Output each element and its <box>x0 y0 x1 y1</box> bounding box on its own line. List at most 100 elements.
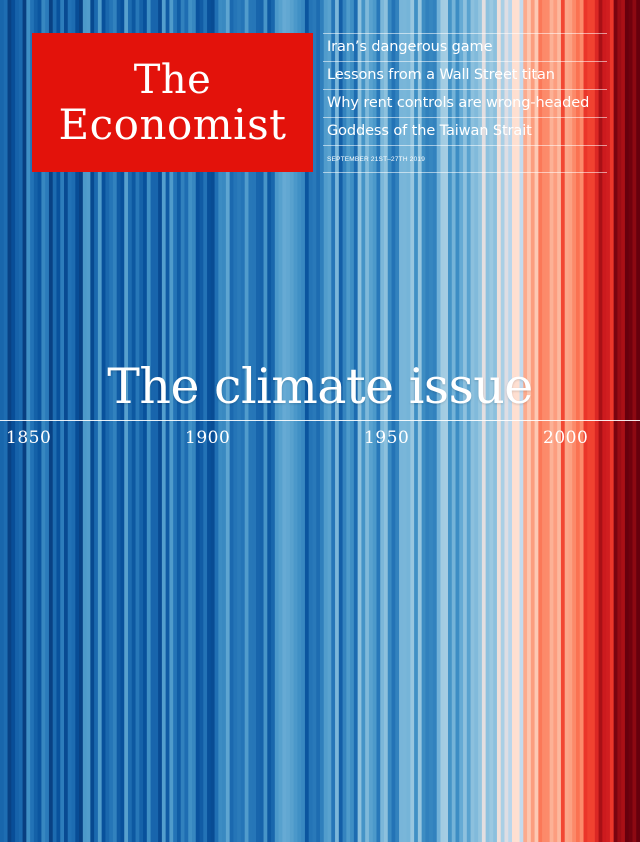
warming-stripe <box>90 0 95 842</box>
warming-stripe <box>357 0 363 842</box>
warming-stripe <box>372 0 378 842</box>
warming-stripe <box>64 0 69 842</box>
warming-stripe <box>455 0 460 842</box>
warming-stripe <box>169 0 174 842</box>
warming-stripe <box>474 0 479 842</box>
warming-stripe <box>380 0 385 842</box>
warming-stripe <box>263 0 268 842</box>
warming-stripe <box>237 0 242 842</box>
warming-stripe <box>587 0 592 842</box>
warming-stripe <box>312 0 317 842</box>
warming-stripe <box>45 0 50 842</box>
warming-stripe <box>395 0 400 842</box>
warming-stripe <box>624 0 630 842</box>
warming-stripe <box>391 0 396 842</box>
warming-stripe <box>500 0 506 842</box>
warming-stripe <box>512 0 517 842</box>
warming-stripe <box>425 0 430 842</box>
divider <box>323 117 607 118</box>
warming-stripe <box>440 0 445 842</box>
warming-stripe <box>7 0 12 842</box>
warming-stripe <box>124 0 129 842</box>
warming-stripe <box>97 0 103 842</box>
warming-stripe <box>530 0 536 842</box>
warming-stripe <box>613 0 619 842</box>
warming-stripe <box>139 0 144 842</box>
warming-stripe <box>527 0 532 842</box>
warming-stripe <box>282 0 287 842</box>
warming-stripe <box>335 0 340 842</box>
warming-stripe <box>26 0 31 842</box>
warming-stripe <box>523 0 528 842</box>
warming-stripe <box>278 0 283 842</box>
warming-stripe <box>75 0 80 842</box>
warming-stripe <box>316 0 321 842</box>
warming-stripe <box>542 0 547 842</box>
warming-stripe <box>67 0 73 842</box>
warming-stripe <box>225 0 231 842</box>
warming-stripe <box>417 0 423 842</box>
warming-stripe <box>173 0 178 842</box>
warming-stripe <box>244 0 250 842</box>
warming-stripe <box>609 0 615 842</box>
warming-stripe <box>564 0 570 842</box>
warming-stripe <box>56 0 61 842</box>
warming-stripe <box>406 0 411 842</box>
headline-iran: Iran’s dangerous game <box>327 39 493 55</box>
warming-stripe <box>176 0 182 842</box>
warming-stripe <box>387 0 393 842</box>
divider <box>323 89 607 90</box>
warming-stripe <box>368 0 374 842</box>
warming-stripe <box>444 0 449 842</box>
issue-date: September 21st–27th 2019 <box>327 156 426 163</box>
warming-stripe <box>414 0 419 842</box>
warming-stripe <box>15 0 20 842</box>
warming-stripe <box>267 0 272 842</box>
cover-headlines: Iran’s dangerous game Lessons from a Wal… <box>323 33 607 173</box>
warming-stripe <box>240 0 246 842</box>
divider <box>323 145 607 146</box>
divider <box>323 61 607 62</box>
warming-stripe <box>493 0 498 842</box>
warming-stripe <box>617 0 622 842</box>
masthead-line-2: Economist <box>58 99 287 149</box>
warming-stripe <box>274 0 280 842</box>
warming-stripe <box>180 0 186 842</box>
warming-stripe <box>192 0 197 842</box>
warming-stripe <box>37 0 43 842</box>
warming-stripe <box>508 0 513 842</box>
warming-stripe <box>0 0 5 842</box>
warming-stripe <box>218 0 223 842</box>
warming-stripe <box>632 0 637 842</box>
warming-stripe <box>207 0 212 842</box>
warming-stripe <box>350 0 355 842</box>
divider <box>323 172 607 173</box>
warming-stripe <box>304 0 310 842</box>
year-label-1850: 1850 <box>6 428 52 448</box>
warming-stripe <box>112 0 118 842</box>
warming-stripe <box>463 0 468 842</box>
warming-stripe <box>519 0 524 842</box>
warming-stripe <box>188 0 193 842</box>
warming-stripe <box>594 0 600 842</box>
divider <box>323 33 607 34</box>
warming-stripe <box>323 0 329 842</box>
warming-stripe <box>22 0 27 842</box>
warming-stripe <box>591 0 596 842</box>
warming-stripe <box>448 0 453 842</box>
warming-stripe <box>229 0 235 842</box>
warming-stripe <box>161 0 167 842</box>
warming-stripe <box>199 0 204 842</box>
warming-stripe <box>120 0 125 842</box>
warming-stripe <box>184 0 189 842</box>
cover-title: The climate issue <box>107 358 533 415</box>
warming-stripe <box>252 0 257 842</box>
warming-stripe <box>214 0 219 842</box>
warming-stripe <box>353 0 359 842</box>
warming-stripe <box>384 0 389 842</box>
warming-stripe <box>41 0 46 842</box>
warming-stripe <box>48 0 54 842</box>
timeline-axis <box>0 420 640 421</box>
